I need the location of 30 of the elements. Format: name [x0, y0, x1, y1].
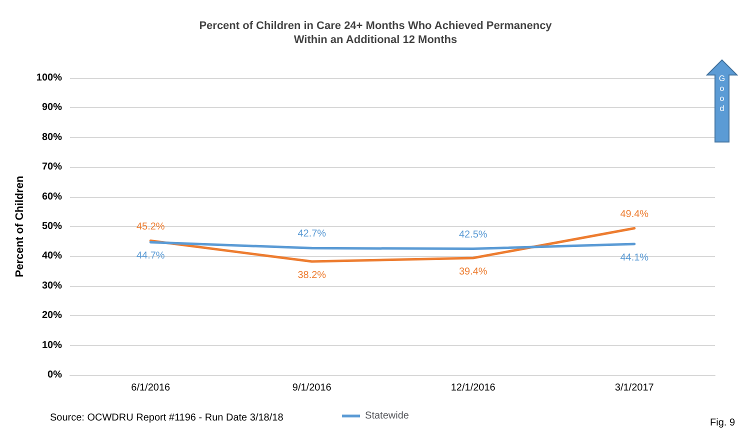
y-tick-label: 90% — [42, 102, 62, 114]
x-tick-label: 3/1/2017 — [614, 382, 654, 394]
y-tick-label: 80% — [42, 132, 62, 143]
text: Good — [718, 74, 726, 114]
y-tick-label: 40% — [42, 250, 62, 262]
y-tick-label: 60% — [42, 191, 62, 202]
source-note: Source: OCWDRU Report #1196 - Run Date 3/18/18 — [50, 412, 284, 424]
data-label: 44.1% — [620, 252, 649, 264]
data-label: 44.7% — [136, 250, 165, 262]
x-tick-label: 6/1/2016 — [131, 382, 171, 394]
y-tick-label: 50% — [42, 221, 62, 232]
data-label: 49.4% — [620, 208, 649, 220]
y-tick-label: 10% — [42, 340, 62, 351]
data-label: 45.2% — [136, 221, 165, 232]
data-label: 39.4% — [458, 266, 488, 278]
y-axis-title: Percent of Children — [14, 175, 26, 278]
chart-title: Percent of Children in Care 24+ Months Who Achieved Permanency Within an Additional 12 Months — [199, 20, 553, 46]
data-label: 42.5% — [458, 229, 488, 240]
y-tick-label: 70% — [42, 162, 62, 173]
y-tick-label: 30% — [42, 280, 62, 292]
legend-label: Statewide — [365, 410, 410, 422]
line-series — [149, 240, 636, 250]
y-tick-label: 100% — [36, 72, 62, 84]
x-tick-label: 12/1/2016 — [450, 382, 496, 394]
y-tick-label: 0% — [48, 370, 62, 380]
data-label: 42.7% — [298, 228, 326, 240]
caption: Fig. 9 — [710, 418, 736, 428]
x-tick-label: 9/1/2016 — [292, 382, 332, 394]
y-tick-label: 20% — [42, 310, 62, 322]
data-label: 38.2% — [298, 270, 326, 282]
